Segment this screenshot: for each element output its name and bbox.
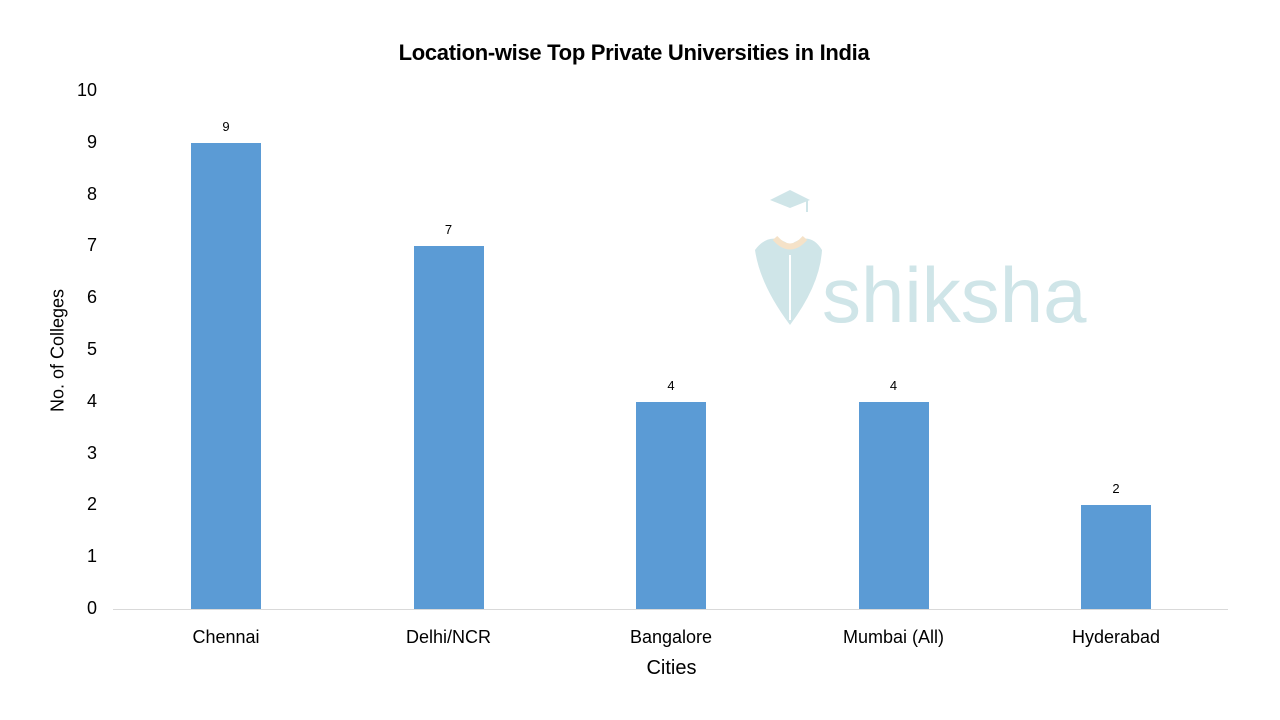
bar-hyderabad bbox=[1081, 505, 1151, 609]
x-axis-label: Cities bbox=[646, 657, 697, 679]
y-tick-label: 1 bbox=[86, 546, 97, 567]
x-tick-label: Mumbai (All) bbox=[842, 627, 944, 647]
bar-delhi-ncr bbox=[413, 246, 484, 609]
y-tick-label: 8 bbox=[86, 183, 97, 204]
data-label: 4 bbox=[889, 377, 898, 393]
data-label: 7 bbox=[444, 222, 453, 238]
svg-text:shiksha: shiksha bbox=[822, 251, 1087, 330]
y-tick-label: 6 bbox=[86, 287, 97, 308]
y-tick-label: 0 bbox=[86, 598, 97, 618]
bar-chennai bbox=[191, 142, 261, 609]
y-tick-label: 9 bbox=[86, 131, 97, 152]
bar-mumbai-all- bbox=[858, 401, 929, 609]
y-tick-label: 10 bbox=[76, 80, 97, 100]
y-tick-label: 3 bbox=[86, 442, 97, 463]
chart-title: Location-wise Top Private Universities i… bbox=[398, 40, 870, 65]
y-tick-label: 7 bbox=[86, 235, 97, 256]
x-tick-label: Delhi/NCR bbox=[405, 627, 492, 647]
data-label: 2 bbox=[1112, 481, 1120, 497]
y-tick-label: 2 bbox=[86, 494, 97, 515]
shiksha-logo-icon: shiksha bbox=[755, 190, 1087, 339]
x-axis-line bbox=[113, 609, 1228, 610]
y-tick-label: 4 bbox=[86, 390, 97, 411]
x-tick-label: Chennai bbox=[192, 627, 260, 647]
x-tick-label: Hyderabad bbox=[1071, 627, 1161, 647]
x-tick-label: Bangalore bbox=[629, 627, 713, 647]
watermark-logo: shiksha bbox=[750, 190, 1090, 339]
y-tick-label: 5 bbox=[86, 339, 97, 359]
data-label: 9 bbox=[222, 118, 230, 134]
data-label: 4 bbox=[667, 377, 675, 393]
bar-bangalore bbox=[636, 401, 706, 609]
